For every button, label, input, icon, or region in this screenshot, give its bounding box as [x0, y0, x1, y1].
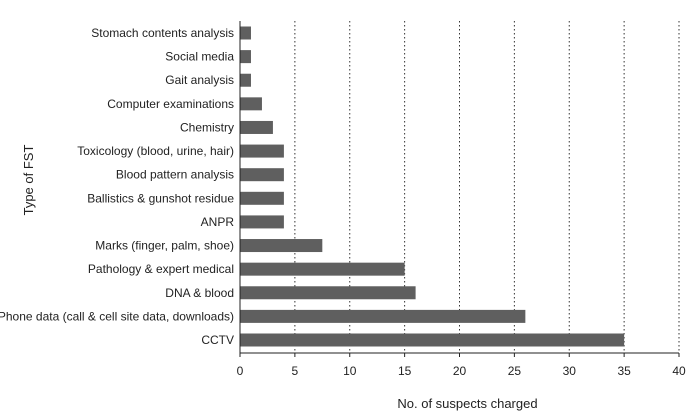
category-label: Computer examinations — [107, 97, 234, 111]
category-label: Phone data (call & cell site data, downl… — [0, 309, 234, 323]
x-tick-label: 30 — [563, 364, 577, 378]
x-tick-labels: 0 5 10 15 20 25 30 35 40 — [237, 353, 686, 378]
x-tick-label: 40 — [672, 364, 686, 378]
bar — [240, 120, 273, 134]
bar — [240, 97, 262, 111]
bar — [240, 286, 416, 300]
category-label: Blood pattern analysis — [116, 168, 234, 182]
bar — [240, 144, 284, 158]
x-tick-label: 20 — [453, 364, 467, 378]
x-axis-title: No. of suspects charged — [397, 396, 537, 411]
category-label: Stomach contents analysis — [91, 26, 234, 40]
bar — [240, 215, 284, 229]
bar — [240, 239, 323, 253]
bar — [240, 73, 251, 87]
x-tick-label: 0 — [237, 364, 244, 378]
x-tick-label: 25 — [508, 364, 522, 378]
y-axis-title: Type of FST — [21, 145, 36, 216]
category-label: Ballistics & gunshot residue — [87, 191, 234, 205]
category-label: CCTV — [201, 333, 234, 347]
category-label: Pathology & expert medical — [88, 262, 234, 276]
category-labels: Stomach contents analysis Social media Gai… — [0, 26, 234, 347]
bar — [240, 26, 251, 40]
bar — [240, 168, 284, 182]
x-tick-label: 15 — [398, 364, 412, 378]
axes — [239, 21, 679, 354]
category-label: Social media — [165, 50, 234, 64]
bar — [240, 262, 405, 276]
bar — [240, 333, 625, 347]
x-tick-label: 5 — [292, 364, 299, 378]
bar — [240, 191, 284, 205]
x-tick-label: 10 — [343, 364, 357, 378]
grid-lines — [294, 21, 680, 353]
category-label: Marks (finger, palm, shoe) — [95, 239, 234, 253]
category-label: Chemistry — [180, 120, 234, 134]
category-label: Toxicology (blood, urine, hair) — [77, 144, 234, 158]
bar — [240, 50, 251, 64]
category-label: Gait analysis — [165, 73, 234, 87]
x-tick-label: 35 — [617, 364, 631, 378]
bars — [240, 26, 625, 347]
category-label: DNA & blood — [165, 286, 234, 300]
category-label: ANPR — [201, 215, 235, 229]
bar — [240, 309, 526, 323]
